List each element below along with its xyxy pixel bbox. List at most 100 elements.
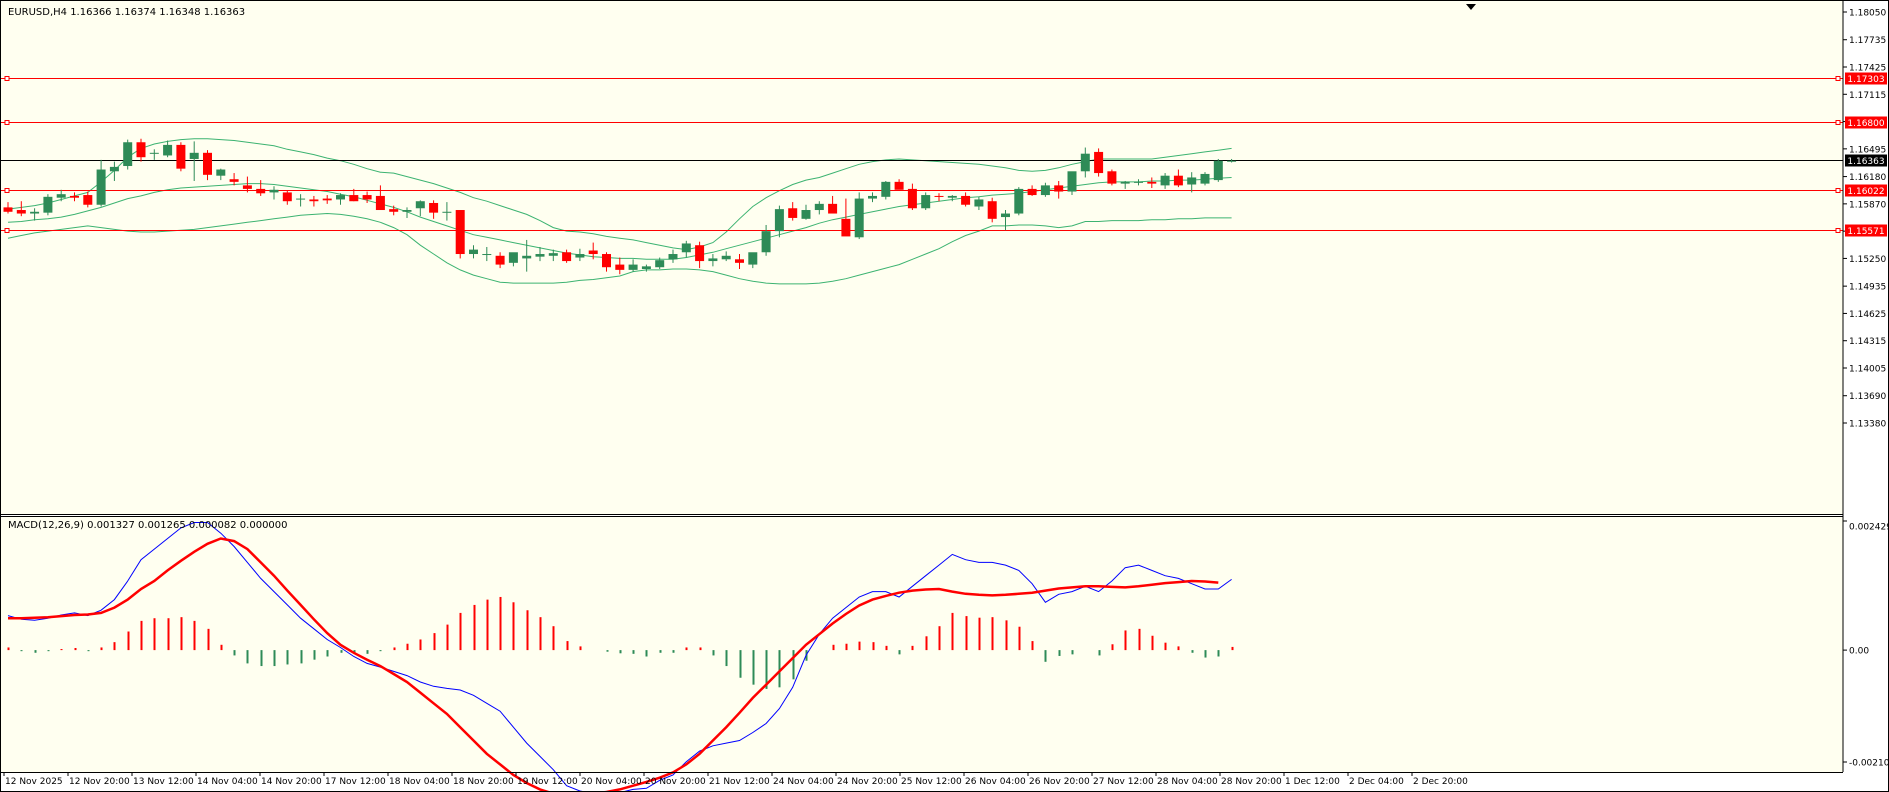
level-price-tag — [1845, 72, 1887, 85]
macd-axis-label: -0.002105 — [1849, 759, 1889, 769]
main-chart-area[interactable] — [0, 0, 1843, 514]
level-anchor-handle[interactable] — [1835, 120, 1841, 125]
candle-body — [1213, 160, 1223, 181]
macd-histogram — [7, 596, 1234, 689]
candle-body — [907, 188, 917, 209]
time-axis-label: 26 Nov 20:00 — [1029, 777, 1090, 787]
time-axis-label: 24 Nov 04:00 — [773, 777, 834, 787]
price-axis-label: 1.16180 — [1849, 173, 1886, 183]
level-anchor-handle[interactable] — [4, 76, 10, 81]
candle-body — [30, 211, 40, 214]
candle-body — [455, 210, 465, 255]
candle-body — [1147, 181, 1157, 184]
candle-body — [362, 195, 372, 200]
candle-body — [774, 209, 784, 232]
candle-body — [16, 210, 26, 214]
price-axis-label: 1.14315 — [1849, 337, 1886, 347]
candle-body — [189, 152, 199, 159]
candle-body — [748, 252, 758, 265]
time-axis-label: 2 Dec 04:00 — [1349, 777, 1404, 787]
price-axis-label: 1.14005 — [1849, 364, 1886, 374]
candle-body — [1054, 185, 1064, 192]
level-anchor-handle[interactable] — [1835, 76, 1841, 81]
candle-body — [947, 195, 957, 198]
time-axis-label: 14 Nov 04:00 — [197, 777, 258, 787]
candle-body — [1067, 171, 1077, 192]
candle-body — [1134, 181, 1143, 183]
candle-body — [562, 252, 572, 262]
candle-body — [788, 208, 798, 218]
time-axis-label: 2 Dec 20:00 — [1413, 777, 1468, 787]
candle-body — [1120, 181, 1130, 184]
candle-body — [987, 201, 997, 219]
candle-body — [375, 195, 385, 211]
candle-body — [1027, 188, 1037, 196]
candle-body — [203, 152, 212, 175]
candle-body — [296, 198, 306, 200]
price-axis-label: 1.18050 — [1849, 9, 1886, 19]
candle-body — [123, 142, 133, 167]
candle-body — [868, 195, 877, 199]
candle-body — [96, 169, 106, 205]
horizontal-levels[interactable] — [0, 76, 1843, 233]
current-price-tag — [1845, 154, 1887, 167]
macd-subwindow-area[interactable] — [0, 516, 1843, 772]
candle-body — [83, 195, 93, 205]
candle-body — [814, 203, 824, 211]
candle-body — [708, 258, 718, 262]
candle-body — [615, 264, 625, 270]
level-anchor-handle[interactable] — [1835, 228, 1841, 233]
candle-body — [1173, 175, 1183, 186]
candle-body — [1227, 160, 1237, 162]
candle-body — [1001, 213, 1010, 218]
candle-body — [1107, 171, 1117, 184]
candle-body — [894, 181, 904, 190]
time-axis-label: 12 Nov 2025 — [5, 777, 63, 787]
time-axis-label: 28 Nov 04:00 — [1157, 777, 1218, 787]
candlestick-series — [3, 138, 1237, 275]
candle-body — [1094, 151, 1104, 174]
candle-body — [721, 255, 731, 260]
candle-body — [442, 211, 452, 213]
candle-body — [681, 243, 691, 253]
price-axis-label: 1.15250 — [1849, 255, 1886, 265]
time-axis-label: 14 Nov 20:00 — [261, 777, 322, 787]
candle-body — [668, 254, 678, 260]
time-axis-labels: 12 Nov 2025 12 Nov 20:00 13 Nov 12:00 14 No… — [3, 772, 1468, 787]
level-anchor-handle[interactable] — [4, 228, 10, 233]
candle-body — [163, 144, 173, 156]
macd-header: MACD(12,26,9) 0.001327 0.001265 0.000082… — [8, 520, 288, 531]
candle-body — [429, 202, 439, 213]
candle-body — [548, 253, 558, 256]
macd-axis-labels: 0.002429 0.00 -0.002105 — [1843, 520, 1889, 769]
price-axis-label: 1.13690 — [1849, 392, 1886, 402]
candle-body — [269, 189, 279, 193]
candle-body — [56, 194, 66, 198]
candle-body — [495, 255, 505, 265]
time-axis-label: 20 Nov 20:00 — [645, 777, 706, 787]
price-axis-label: 1.14625 — [1849, 310, 1886, 320]
level-anchor-handle[interactable] — [4, 120, 10, 125]
candle-body — [1014, 188, 1024, 214]
candle-body — [508, 252, 518, 263]
candle-body — [109, 166, 119, 172]
current-price-tag-text: 1.16363 — [1847, 157, 1884, 167]
candle-body — [70, 195, 79, 198]
time-axis-label: 28 Nov 20:00 — [1221, 777, 1282, 787]
level-price-tag — [1845, 116, 1887, 129]
candle-body — [921, 195, 931, 209]
candle-body — [1187, 177, 1197, 185]
macd-axis-label: 0.00 — [1849, 647, 1869, 657]
price-axis-label: 1.14935 — [1849, 283, 1886, 293]
macd-lines — [7, 522, 1232, 792]
candle-body — [841, 218, 851, 237]
level-price-tag-text: 1.16800 — [1847, 119, 1884, 129]
candle-body — [828, 203, 838, 214]
level-anchor-handle[interactable] — [1835, 188, 1841, 193]
candle-body — [3, 207, 13, 212]
level-anchor-handle[interactable] — [4, 188, 10, 193]
time-axis-label: 17 Nov 12:00 — [325, 777, 386, 787]
candle-body — [575, 254, 585, 258]
chart-shift-marker-icon[interactable] — [1466, 4, 1476, 10]
